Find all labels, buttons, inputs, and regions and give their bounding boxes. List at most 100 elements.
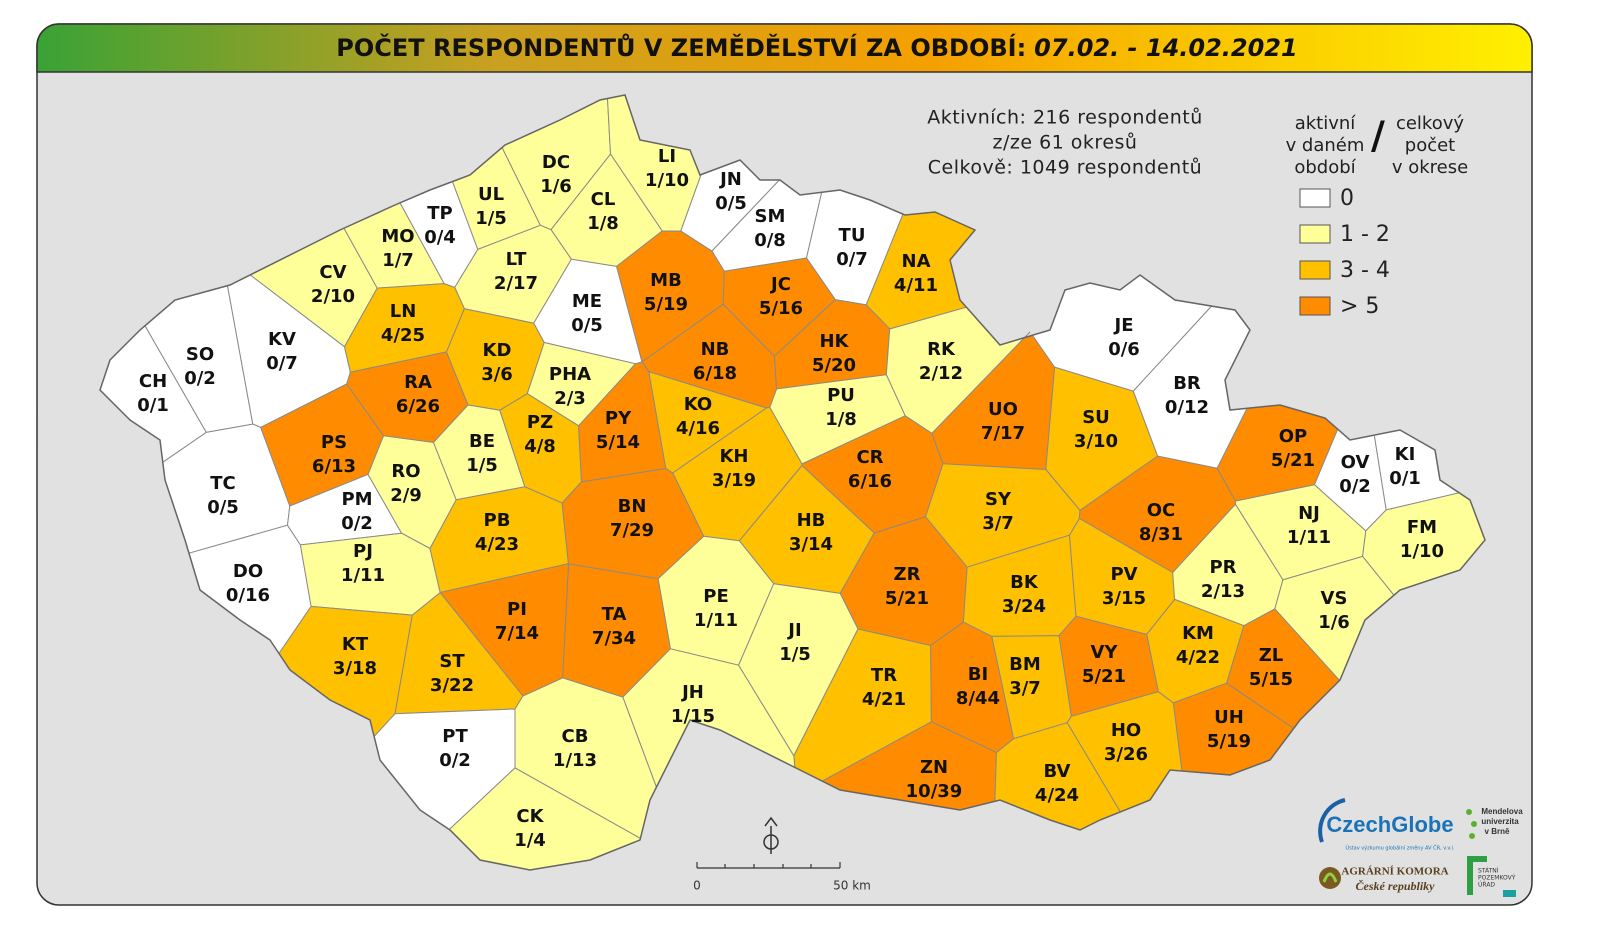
district-code: ZN (920, 757, 948, 778)
district-count: 2/17 (494, 273, 538, 294)
district-code: KD (483, 340, 512, 361)
district-code: PZ (527, 412, 553, 433)
logo-komora-1: AGRÁRNÍ KOMORA (1341, 866, 1448, 878)
district-code: UH (1214, 707, 1244, 728)
district-count: 5/20 (812, 355, 856, 376)
logo-mendel-1: Mendelova (1481, 807, 1523, 816)
district-code: SY (985, 489, 1012, 510)
district-code: ZL (1259, 645, 1284, 666)
legend-right: celkový (1396, 113, 1464, 134)
logo-mendel-2: univerzita (1481, 817, 1519, 826)
logo-spu-2: POZEMKOVÝ (1478, 875, 1516, 882)
district-count: 2/13 (1201, 581, 1245, 602)
district-count: 7/14 (495, 623, 539, 644)
district-count: 0/5 (715, 193, 747, 214)
summary-line: z/ze 61 okresů (993, 132, 1138, 154)
district-code: NA (902, 251, 931, 272)
district-count: 3/7 (1009, 678, 1041, 699)
district-count: 7/29 (610, 520, 654, 541)
district-code: KI (1395, 444, 1416, 465)
district-count: 3/15 (1102, 588, 1146, 609)
district-count: 3/22 (430, 675, 474, 696)
district-count: 3/19 (712, 470, 756, 491)
district-code: BM (1009, 654, 1041, 675)
district-count: 3/6 (481, 364, 513, 385)
legend-label: 3 - 4 (1340, 258, 1390, 283)
title-main: POČET RESPONDENTŮ V ZEMĚDĚLSTVÍ ZA OBDOB… (336, 32, 1026, 62)
district-count: 5/19 (644, 294, 688, 315)
legend-label: 1 - 2 (1340, 222, 1390, 247)
logo-mendel (1466, 809, 1477, 839)
district-code: TU (839, 225, 866, 246)
district-count: 5/14 (596, 432, 640, 453)
district-code: CK (516, 806, 544, 827)
district-count: 2/10 (311, 286, 355, 307)
district-code: PV (1110, 564, 1137, 585)
district-count: 0/2 (439, 750, 471, 771)
district-code: NJ (1298, 503, 1320, 524)
district-code: CV (319, 262, 346, 283)
district-count: 10/39 (906, 781, 963, 802)
district-count: 0/1 (1389, 468, 1421, 489)
district-count: 1/6 (1318, 612, 1350, 633)
legend-right: počet (1405, 135, 1455, 156)
district-count: 0/2 (1339, 476, 1371, 497)
district-count: 0/1 (137, 395, 169, 416)
district-code: OV (1341, 452, 1370, 473)
district-labels: CH 0/1 SO 0/2 KV 0/7 TC 0/5 DO 0/16 PS 6/13 PM 0/2 RO 2… (137, 146, 1444, 851)
district-code: JH (680, 682, 704, 703)
district-count: 3/18 (333, 658, 377, 679)
district-code: NB (701, 339, 730, 360)
title-bar (36, 23, 1533, 73)
district-count: 3/10 (1074, 431, 1118, 452)
summary-line: Celkově: 1049 respondentů (928, 157, 1202, 179)
district-code: HK (819, 331, 849, 352)
district-count: 7/17 (981, 423, 1025, 444)
district-count: 1/8 (825, 409, 857, 430)
district-count: 2/9 (390, 485, 422, 506)
logo-komora-leaf (1322, 872, 1338, 883)
district-count: 6/13 (312, 456, 356, 477)
district-code: LI (658, 146, 676, 167)
scale-end: 50 km (833, 879, 871, 893)
legend-swatch (1299, 224, 1331, 244)
logo-komora-icon (1319, 867, 1341, 889)
district-count: 5/21 (1082, 666, 1126, 687)
title-period: 07.02. - 14.02.2021 (1034, 34, 1298, 62)
district-count: 5/21 (885, 588, 929, 609)
district-count: 0/8 (754, 230, 786, 251)
district-count: 1/4 (514, 830, 546, 851)
district-count: 4/24 (1035, 785, 1079, 806)
district-count: 3/24 (1002, 596, 1046, 617)
legend-separator: / (1371, 114, 1385, 158)
scale-bar (696, 862, 841, 869)
legend-label: 0 (1340, 186, 1354, 211)
district-code: PB (484, 510, 511, 531)
district-count: 5/16 (759, 298, 803, 319)
district-count: 5/21 (1271, 450, 1315, 471)
district-count: 1/5 (475, 208, 507, 229)
district-code: KT (342, 634, 369, 655)
district-count: 4/16 (676, 418, 720, 439)
district-count: 1/6 (540, 176, 572, 197)
district-count: 8/31 (1139, 524, 1183, 545)
district-code: OP (1279, 426, 1308, 447)
district-count: 4/22 (1176, 647, 1220, 668)
district-code: LN (390, 301, 417, 322)
district-code: HO (1111, 720, 1141, 741)
district-count: 7/34 (592, 628, 636, 649)
legend-label: > 5 (1340, 294, 1379, 319)
district-count: 0/4 (424, 227, 456, 248)
legend-left: aktivní (1295, 113, 1357, 134)
district-code: HB (797, 510, 826, 531)
district-code: PY (605, 408, 632, 429)
district-code: ME (572, 291, 602, 312)
district-code: DC (542, 152, 570, 173)
district-code: SO (186, 344, 214, 365)
district-count: 1/7 (382, 250, 414, 271)
district-count: 1/5 (779, 644, 811, 665)
district-code: JN (718, 169, 742, 190)
district-count: 0/16 (226, 585, 270, 606)
district-code: TR (871, 665, 897, 686)
